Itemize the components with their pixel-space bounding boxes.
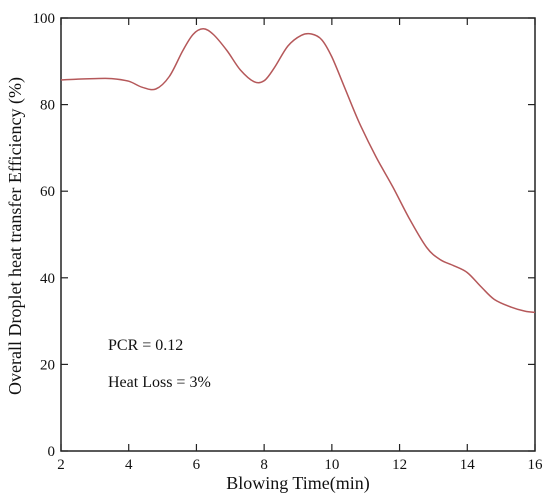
x-tick-label: 2	[57, 457, 65, 473]
y-tick-label: 80	[40, 98, 55, 114]
x-tick-label: 4	[125, 457, 133, 473]
x-tick-label: 14	[460, 457, 476, 473]
y-tick-label: 40	[40, 271, 55, 287]
x-tick-label: 16	[528, 457, 544, 473]
y-tick-label: 100	[33, 11, 56, 27]
series-line	[60, 28, 536, 314]
annotation-heat-loss: Heat Loss = 3%	[108, 374, 211, 391]
x-tick-label: 10	[324, 457, 339, 473]
x-axis-ticks: 2 4 6 8 10 12 14 16	[57, 18, 543, 473]
plot-frame	[60, 17, 536, 452]
y-tick-label: 0	[48, 444, 56, 460]
x-tick-label: 6	[193, 457, 201, 473]
y-axis-ticks: 0 20 40 60 80 100	[33, 11, 535, 460]
annotation-pcr: PCR = 0.12	[108, 337, 183, 354]
x-axis-label: Blowing Time(min)	[226, 473, 370, 494]
y-tick-label: 60	[40, 184, 55, 200]
y-tick-label: 20	[40, 357, 55, 373]
y-axis-label: Overall Droplet heat transfer Efficiency…	[5, 77, 26, 395]
x-tick-label: 12	[392, 457, 407, 473]
x-tick-label: 8	[260, 457, 268, 473]
